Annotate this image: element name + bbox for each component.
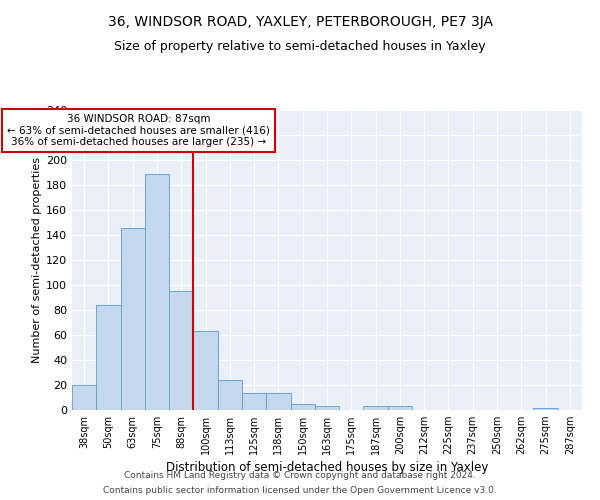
Bar: [193, 331, 218, 410]
Text: Size of property relative to semi-detached houses in Yaxley: Size of property relative to semi-detach…: [114, 40, 486, 53]
Bar: [145, 174, 169, 410]
Bar: [290, 404, 315, 410]
Bar: [315, 406, 339, 410]
Text: Contains public sector information licensed under the Open Government Licence v3: Contains public sector information licen…: [103, 486, 497, 495]
Text: 36, WINDSOR ROAD, YAXLEY, PETERBOROUGH, PE7 3JA: 36, WINDSOR ROAD, YAXLEY, PETERBOROUGH, …: [107, 15, 493, 29]
Bar: [218, 380, 242, 410]
Y-axis label: Number of semi-detached properties: Number of semi-detached properties: [32, 157, 42, 363]
Bar: [266, 392, 290, 410]
Bar: [242, 392, 266, 410]
Text: Contains HM Land Registry data © Crown copyright and database right 2024.: Contains HM Land Registry data © Crown c…: [124, 471, 476, 480]
Bar: [169, 291, 193, 410]
Bar: [364, 406, 388, 410]
Bar: [96, 305, 121, 410]
X-axis label: Distribution of semi-detached houses by size in Yaxley: Distribution of semi-detached houses by …: [166, 462, 488, 474]
Bar: [72, 385, 96, 410]
Bar: [388, 406, 412, 410]
Bar: [533, 408, 558, 410]
Text: 36 WINDSOR ROAD: 87sqm
← 63% of semi-detached houses are smaller (416)
36% of se: 36 WINDSOR ROAD: 87sqm ← 63% of semi-det…: [7, 114, 270, 147]
Bar: [121, 228, 145, 410]
